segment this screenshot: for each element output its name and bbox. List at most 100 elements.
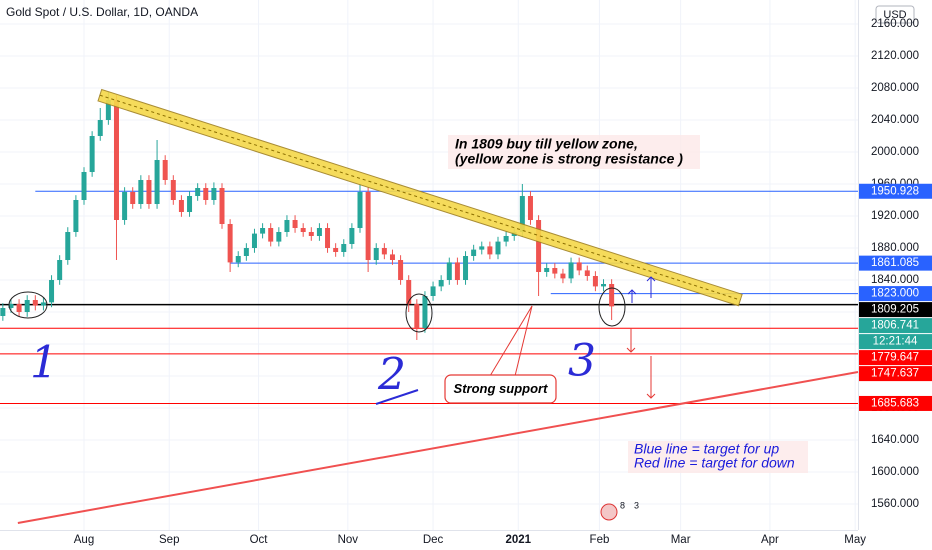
currency-label: USD <box>883 9 906 21</box>
candle-body <box>479 246 485 250</box>
candle-body <box>503 236 509 242</box>
candle-body <box>162 160 168 180</box>
candle-body <box>325 228 331 248</box>
candle-body <box>211 188 217 200</box>
y-tick-label: 2040.000 <box>871 114 919 126</box>
x-tick-label: May <box>844 534 866 546</box>
price-axis: 1560.0001600.0001640.0001680.0001720.000… <box>859 18 932 510</box>
candle-body <box>187 196 193 212</box>
price-tag <box>859 395 932 411</box>
x-tick-label: 2021 <box>505 534 531 546</box>
candle-body <box>146 180 152 204</box>
candle-body <box>414 304 420 328</box>
y-tick-label: 1920.000 <box>871 210 919 222</box>
resistance-centerline <box>99 94 741 301</box>
price-tag-label: 1809.205 <box>871 304 919 316</box>
candle-body <box>0 308 6 316</box>
y-tick-label: 1840.000 <box>871 274 919 286</box>
candle-body <box>454 262 460 280</box>
y-tick-label: 1640.000 <box>871 434 919 446</box>
candle-body <box>536 220 542 272</box>
candle-body <box>8 304 14 308</box>
hand-marker: 2 <box>377 350 406 401</box>
candle-body <box>122 192 128 220</box>
price-tag <box>859 255 932 271</box>
circle-mark <box>598 287 626 327</box>
arrow-up <box>646 276 656 298</box>
candle-body <box>89 136 95 172</box>
chart-title: Gold Spot / U.S. Dollar, 1D, OANDA <box>6 5 198 19</box>
candle-body <box>138 180 144 204</box>
price-tag-label: 1806.741 <box>871 320 919 332</box>
candle-body <box>97 120 103 136</box>
candle-body <box>601 284 607 287</box>
event-count: 8 <box>620 500 625 510</box>
candle-body <box>381 248 387 255</box>
candle-body <box>430 286 436 296</box>
price-tag-label: 1950.928 <box>871 185 919 197</box>
support-trendline <box>17 371 859 524</box>
countdown-tag <box>859 334 932 350</box>
candle-body <box>268 228 274 242</box>
circle-mark <box>8 291 48 319</box>
candle-body <box>568 262 574 279</box>
price-tag-label: 1685.683 <box>871 397 919 409</box>
candle-body <box>65 232 71 260</box>
candle-body <box>130 192 136 204</box>
y-tick-label: 2000.000 <box>871 146 919 158</box>
candle-body <box>560 273 566 279</box>
candle-body <box>32 300 38 306</box>
x-tick-label: Aug <box>74 534 94 546</box>
arrow-up <box>627 289 637 303</box>
x-tick-label: Sep <box>159 534 179 546</box>
pointer-line <box>514 305 533 377</box>
legend-note: Red line = target for down <box>634 455 795 471</box>
candle-body <box>292 220 298 228</box>
candle-body <box>389 254 395 260</box>
circle-mark <box>405 293 433 333</box>
candle-body <box>73 200 79 232</box>
y-tick-label: 1880.000 <box>871 242 919 254</box>
candle-body <box>260 228 266 234</box>
note-line: In 1809 buy till yellow zone, <box>455 136 638 152</box>
candle-body <box>251 233 257 248</box>
candle-body <box>552 268 558 274</box>
x-tick-label: Nov <box>338 534 359 546</box>
candle-body <box>154 160 160 204</box>
candle-body <box>178 200 184 212</box>
candle-body <box>544 268 550 272</box>
support-label: Strong support <box>454 381 549 396</box>
event-count: 3 <box>634 500 639 510</box>
candle-body <box>349 228 355 244</box>
event-icon[interactable] <box>600 503 618 521</box>
candle-body <box>365 192 371 260</box>
candle-body <box>357 192 363 228</box>
candle-body <box>300 228 306 232</box>
candle-body <box>81 172 87 200</box>
candle-body <box>609 284 615 307</box>
x-tick-label: Oct <box>250 534 269 546</box>
candle-body <box>341 244 347 252</box>
candle-body <box>203 188 209 200</box>
note-background <box>448 135 700 169</box>
currency-button[interactable] <box>875 5 915 24</box>
candle-body <box>235 256 241 263</box>
candle-body <box>308 232 314 236</box>
price-tag <box>859 286 932 302</box>
candle-body <box>592 276 598 287</box>
candle-body <box>276 232 282 242</box>
price-tag <box>859 366 932 382</box>
price-tag-label: 1747.637 <box>871 368 919 380</box>
candle-body <box>438 280 444 287</box>
support-box <box>444 374 557 404</box>
hand-marker: 3 <box>568 336 596 387</box>
candle-body <box>584 270 590 276</box>
candle-body <box>113 100 119 220</box>
candle-body <box>463 256 469 280</box>
y-tick-label: 1560.000 <box>871 498 919 510</box>
candle-body <box>398 260 404 280</box>
candle-body <box>24 300 30 312</box>
hand-marker: 1 <box>30 338 58 389</box>
x-tick-label: Mar <box>671 534 691 546</box>
